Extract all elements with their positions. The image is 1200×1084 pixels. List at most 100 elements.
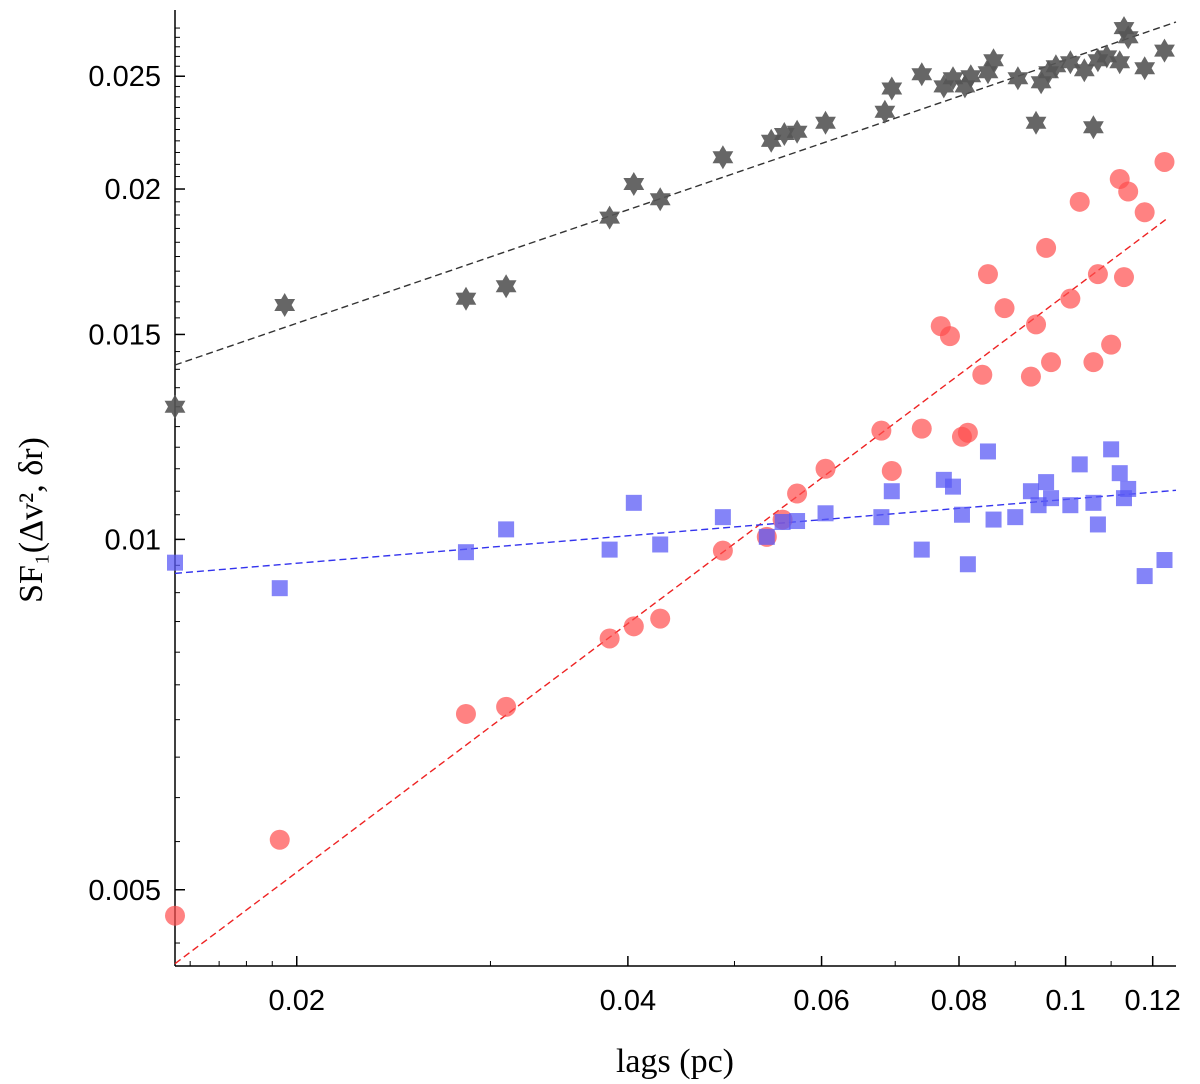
circle-marker <box>623 616 644 637</box>
x-tick-label: 0.06 <box>793 985 849 1017</box>
circle-marker <box>599 628 620 649</box>
circle-marker <box>1060 288 1081 309</box>
square-marker <box>1120 480 1137 497</box>
fit-line-circle <box>174 217 1169 965</box>
circle-marker <box>1154 151 1175 172</box>
square-marker <box>1022 483 1039 500</box>
square-marker <box>167 554 183 571</box>
square-marker <box>1071 456 1088 473</box>
square-marker <box>1085 494 1102 511</box>
plot-area: 0.02 0.04 0.06 0.08 0.1 0.12 0.005 0.01 0.015 0.0… <box>88 10 1181 1017</box>
circle-marker <box>269 829 290 850</box>
axis-ticks <box>175 27 1154 966</box>
circle-marker <box>650 608 671 629</box>
circle-marker <box>455 703 476 724</box>
circle-marker <box>911 418 932 439</box>
x-tick-label: 0.1 <box>1045 985 1085 1017</box>
square-marker <box>1038 474 1055 491</box>
star-marker <box>495 274 517 299</box>
square-marker <box>1111 465 1128 482</box>
star-marker <box>874 99 896 124</box>
circle-marker <box>712 540 733 561</box>
star-marker <box>815 110 836 135</box>
axis-tick-labels: 0.02 0.04 0.06 0.08 0.1 0.12 0.005 0.01 0.015 0.0… <box>88 61 1180 1017</box>
circle-marker <box>1036 237 1057 258</box>
square-marker <box>873 509 890 526</box>
square-marker <box>625 494 642 511</box>
star-marker <box>623 172 645 196</box>
circle-marker <box>1083 352 1104 373</box>
square-marker <box>1103 441 1120 458</box>
square-marker <box>601 541 618 558</box>
square-marker <box>817 505 834 522</box>
square-marker <box>1089 516 1106 533</box>
star-marker <box>649 187 671 212</box>
fit-line-star <box>174 21 1177 366</box>
circle-marker <box>496 696 517 717</box>
circle-marker <box>957 422 978 443</box>
circle-marker <box>871 420 892 441</box>
square-marker <box>979 443 996 460</box>
circle-marker <box>1118 181 1139 202</box>
circle-marker <box>939 326 960 347</box>
square-marker <box>1043 490 1060 507</box>
circle-marker <box>815 458 836 479</box>
star-marker <box>1117 25 1139 50</box>
square-marker <box>652 536 669 553</box>
y-tick-label: 0.015 <box>88 319 161 351</box>
square-marker <box>758 528 775 545</box>
square-marker <box>1030 497 1047 514</box>
star-marker <box>760 128 782 153</box>
square-marker <box>271 580 288 597</box>
star-marker <box>1134 56 1156 81</box>
star-marker <box>1096 44 1118 69</box>
x-tick-label: 0.08 <box>931 985 987 1017</box>
x-axis-label: lags (pc) <box>616 1043 734 1080</box>
star-marker <box>712 145 734 170</box>
y-tick-label: 0.01 <box>105 524 161 556</box>
star-marker <box>1045 54 1067 79</box>
square-marker <box>883 483 900 500</box>
circle-marker <box>1113 267 1134 288</box>
star-marker <box>983 48 1004 73</box>
circle-marker <box>1134 202 1155 223</box>
star-marker <box>1109 50 1131 75</box>
square-marker <box>959 556 976 573</box>
circle-marker <box>1069 191 1090 212</box>
circle-marker <box>994 298 1015 319</box>
square-marker <box>985 511 1002 528</box>
star-marker <box>1025 110 1047 135</box>
y-axis-label: SF₁(Δv², δr) <box>13 437 50 603</box>
star-marker <box>455 286 477 311</box>
star-marker <box>960 64 982 89</box>
star-marker <box>164 394 186 419</box>
star-marker <box>1007 66 1029 91</box>
star-marker <box>1154 38 1175 63</box>
square-marker <box>944 478 961 495</box>
square-marker <box>953 506 970 523</box>
circle-marker <box>977 264 998 285</box>
star-marker <box>599 205 620 230</box>
star-marker <box>274 293 296 317</box>
star-marker <box>1083 115 1104 140</box>
circle-marker <box>1020 366 1041 387</box>
star-marker <box>911 62 933 87</box>
y-tick-label: 0.025 <box>88 61 161 93</box>
circle-marker <box>1041 352 1062 373</box>
star-marker <box>881 76 903 101</box>
x-tick-label: 0.02 <box>269 985 325 1017</box>
square-marker <box>1007 509 1024 526</box>
square-marker <box>457 544 474 561</box>
fit-line-square <box>174 489 1177 575</box>
y-tick-label: 0.02 <box>105 174 161 206</box>
square-marker <box>714 509 731 526</box>
square-marker <box>1062 497 1079 514</box>
circle-marker <box>1087 264 1108 285</box>
square-marker <box>774 514 791 531</box>
fit-lines <box>174 21 1177 965</box>
circle-marker <box>972 364 993 385</box>
circle-marker <box>1101 334 1122 355</box>
circle-marker <box>787 483 808 504</box>
x-tick-label: 0.04 <box>600 985 656 1017</box>
